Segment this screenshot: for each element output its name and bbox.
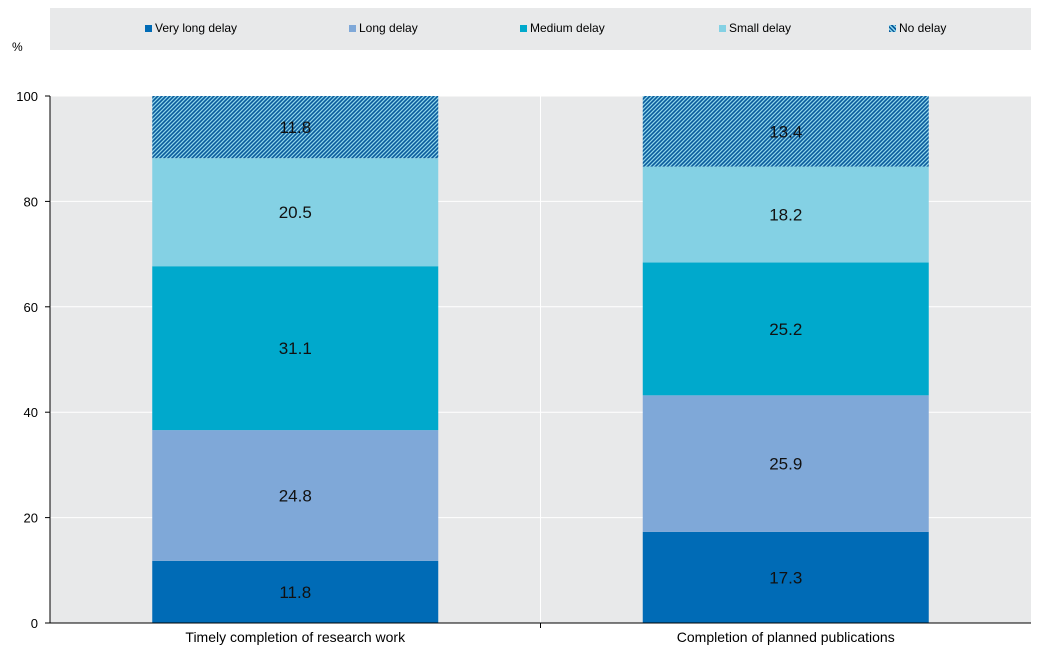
legend-label: Medium delay (530, 21, 605, 35)
data-label: 11.8 (279, 118, 311, 137)
bar-segment-small-delay (152, 158, 439, 267)
y-tick-label: 60 (24, 300, 38, 315)
legend-label: Long delay (359, 21, 418, 35)
y-tick-label: 80 (24, 194, 38, 209)
legend-label: Very long delay (155, 21, 238, 35)
bar-segment-long-delay (152, 430, 439, 561)
data-label: 25.9 (769, 455, 802, 474)
legend-item: Long delay (349, 19, 418, 37)
data-label: 24.8 (279, 486, 312, 505)
y-axis-unit-label: % (12, 40, 23, 54)
legend-swatch (719, 24, 726, 32)
bar-segment-small-delay (642, 166, 929, 263)
bar-segment-very-long-delay (152, 560, 439, 623)
legend-swatch (520, 24, 527, 32)
bar-segment-long-delay (642, 395, 929, 532)
y-tick-label: 40 (24, 405, 38, 420)
x-tick-label: Timely completion of research work (185, 629, 406, 645)
bar-segment-medium-delay (642, 262, 929, 396)
bar-segment-no-delay (642, 96, 929, 167)
data-label: 20.5 (279, 203, 312, 222)
bar-segment-no-delay (152, 96, 439, 159)
y-tick-label: 100 (16, 89, 38, 104)
legend-item: Very long delay (145, 19, 237, 37)
bar-segment-medium-delay (152, 266, 439, 431)
legend-swatch (889, 24, 896, 32)
legend-item: No delay (889, 19, 946, 37)
data-label: 11.8 (279, 583, 311, 602)
y-tick-label: 0 (31, 616, 38, 631)
x-tick-label: Completion of planned publications (677, 629, 895, 645)
data-label: 25.2 (769, 320, 802, 339)
data-label: 13.4 (769, 122, 802, 141)
data-label: 31.1 (279, 339, 312, 358)
legend-label: Small delay (729, 21, 792, 35)
legend-item: Small delay (719, 19, 791, 37)
legend-item: Medium delay (520, 19, 605, 37)
data-label: 17.3 (769, 568, 802, 587)
y-tick-label: 20 (24, 511, 38, 526)
legend-swatch (145, 24, 152, 32)
legend: Very long delay Long delay Medium delay Sma… (50, 8, 1031, 50)
legend-label: No delay (899, 21, 947, 35)
bar-segment-very-long-delay (642, 531, 929, 623)
data-label: 18.2 (769, 206, 802, 225)
legend-swatch (349, 24, 356, 32)
